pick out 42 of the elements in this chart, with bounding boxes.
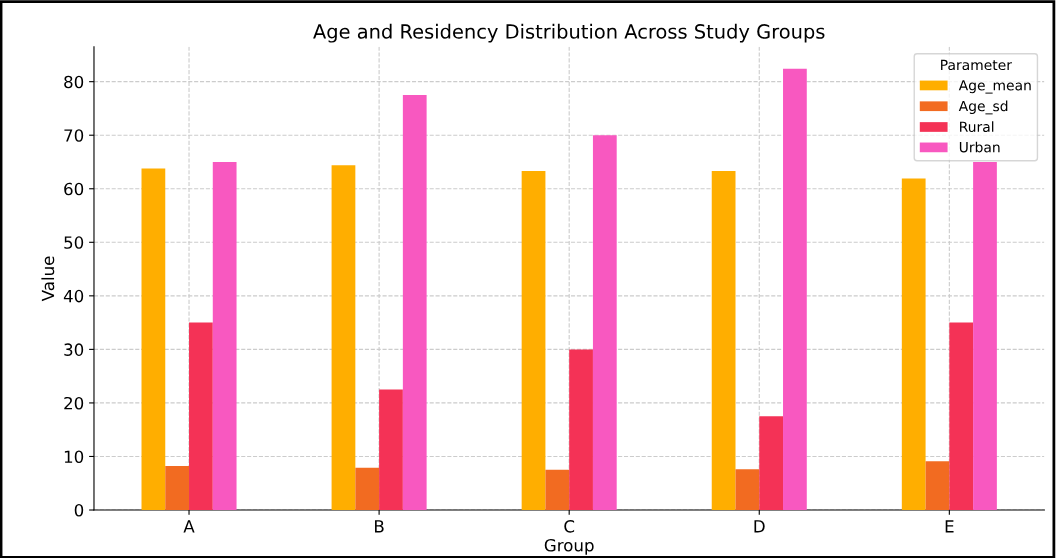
bar <box>379 389 403 511</box>
y-tick-label: 10 <box>64 450 84 464</box>
bar <box>949 322 974 511</box>
bar <box>735 469 760 511</box>
bar <box>592 135 617 511</box>
y-tick-label: 50 <box>64 236 84 249</box>
bar <box>973 161 997 511</box>
y-tick-label: 60 <box>64 182 84 196</box>
legend-label: Urban <box>959 141 1000 153</box>
x-tick-label: D <box>754 520 765 533</box>
bar <box>901 178 926 511</box>
bar <box>711 171 736 511</box>
chart-title: Age and Residency Distribution Across Study Groups <box>313 23 825 43</box>
y-tick-label: 0 <box>74 503 84 517</box>
y-tick-label: 70 <box>64 129 84 142</box>
legend-label: Age_sd <box>958 100 1008 115</box>
x-tick-label: E <box>945 520 954 533</box>
bar <box>165 466 190 511</box>
bar <box>355 467 380 511</box>
bar <box>521 171 546 511</box>
y-tick-label: 80 <box>64 75 84 89</box>
y-tick-label: 30 <box>64 343 84 356</box>
x-axis-title: Group <box>544 538 594 555</box>
bar <box>331 165 356 511</box>
bar <box>545 469 570 511</box>
y-axis-title: Value <box>41 256 55 302</box>
x-tick-label: C <box>564 520 575 533</box>
legend-title: Parameter <box>941 59 1012 71</box>
y-tick-label: 40 <box>63 289 84 303</box>
bar <box>759 416 784 511</box>
legend-label: Age_mean <box>958 80 1031 94</box>
bar <box>189 322 213 511</box>
bar <box>569 349 593 511</box>
x-tick-label: A <box>183 520 195 533</box>
legend-label: Rural <box>960 121 994 133</box>
bar <box>212 161 237 511</box>
bar <box>402 95 427 511</box>
bar <box>783 68 807 511</box>
y-tick-label: 20 <box>64 396 84 410</box>
x-tick-label: B <box>375 520 384 533</box>
bar <box>925 461 950 511</box>
bar <box>141 168 166 511</box>
